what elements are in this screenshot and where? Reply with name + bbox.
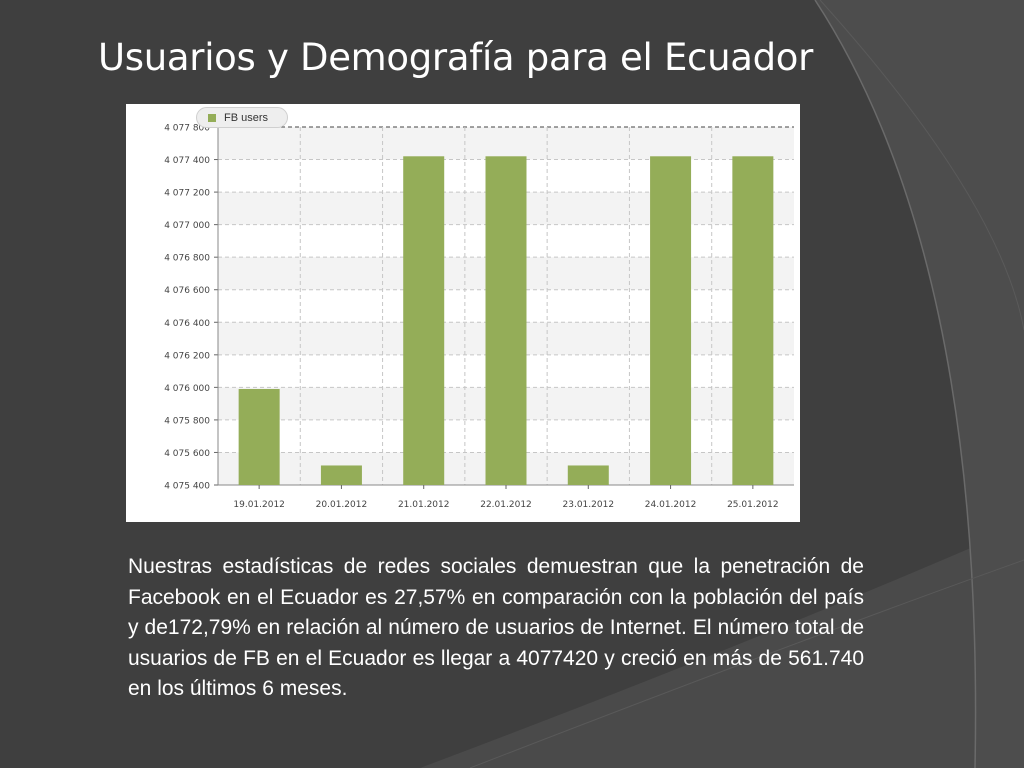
y-tick-label: 4 077 000	[164, 221, 210, 231]
legend-swatch	[208, 113, 216, 122]
y-tick-label: 4 076 200	[164, 351, 210, 361]
x-tick-label: 23.01.2012	[563, 500, 615, 510]
bar	[238, 388, 280, 485]
bar	[320, 465, 362, 485]
x-tick-label: 20.01.2012	[316, 500, 368, 510]
bar	[403, 156, 445, 486]
x-tick-label: 25.01.2012	[727, 500, 779, 510]
bar	[485, 156, 527, 486]
y-tick-label: 4 077 800	[164, 124, 210, 134]
y-tick-label: 4 076 800	[164, 254, 210, 264]
y-tick-label: 4 077 400	[164, 156, 210, 166]
chart-legend: FB users	[196, 107, 288, 128]
y-tick-label: 4 076 400	[164, 319, 210, 329]
grid-band	[218, 127, 794, 160]
y-tick-label: 4 075 800	[164, 416, 210, 426]
y-tick-label: 4 076 600	[164, 286, 210, 296]
bar	[732, 156, 774, 486]
y-tick-label: 4 077 200	[164, 189, 210, 199]
x-tick-label: 22.01.2012	[480, 500, 532, 510]
chart-plot: 4 077 800 4 077 400 4 077 200 4 077 000 4 07…	[164, 124, 794, 510]
legend-label: FB users	[224, 111, 269, 124]
y-tick-label: 4 075 600	[164, 449, 210, 459]
x-tick-label: 21.01.2012	[398, 500, 450, 510]
x-tick-label: 19.01.2012	[233, 500, 285, 510]
bar-chart: 4 077 800 4 077 400 4 077 200 4 077 000 4 07…	[126, 104, 800, 522]
body-paragraph: Nuestras estadísticas de redes sociales …	[128, 555, 864, 700]
bar	[567, 465, 609, 485]
y-tick-label: 4 076 000	[164, 384, 210, 394]
y-tick-label: 4 075 400	[164, 482, 210, 492]
slide-title: Usuarios y Demografía para el Ecuador	[98, 36, 814, 79]
bar	[650, 156, 692, 486]
x-tick-label: 24.01.2012	[645, 500, 697, 510]
